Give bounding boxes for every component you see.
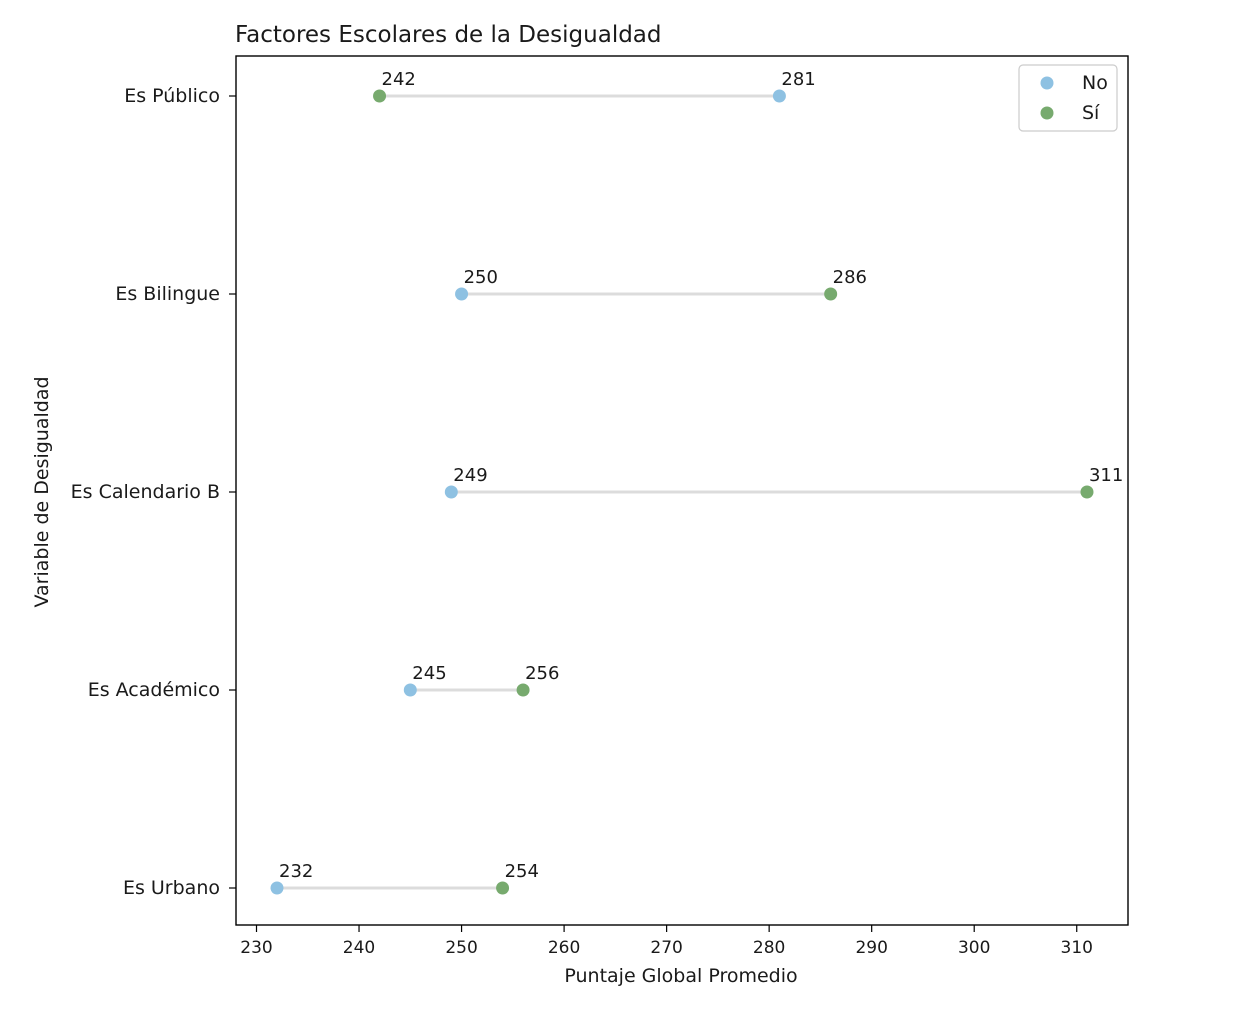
- legend-marker-0: [1040, 76, 1054, 90]
- data-label-no-1: 250: [464, 267, 498, 288]
- point-no-2: [444, 485, 458, 499]
- legend-label-1: Sí: [1082, 102, 1100, 124]
- x-tick-label-230: 230: [240, 938, 272, 958]
- x-tick-label-240: 240: [343, 938, 375, 958]
- x-tick-label-300: 300: [958, 938, 990, 958]
- y-axis-label: Variable de Desigualdad: [31, 376, 53, 607]
- x-tick-label-290: 290: [855, 938, 887, 958]
- data-label-no-2: 249: [453, 465, 487, 486]
- point-no-1: [455, 287, 469, 301]
- point-no-4: [270, 881, 284, 895]
- point-sí-2: [1080, 485, 1094, 499]
- x-axis-label: Puntaje Global Promedio: [564, 965, 797, 987]
- chart-title: Factores Escolares de la Desigualdad: [235, 22, 662, 48]
- x-tick-label-260: 260: [548, 938, 580, 958]
- plot-area: 230 240 250 260 270 280 290 300 310 Es Público Es …: [71, 55, 1129, 958]
- x-tick-label-250: 250: [445, 938, 477, 958]
- point-sí-0: [373, 89, 387, 103]
- data-label-no-3: 245: [412, 663, 446, 684]
- legend-label-0: No: [1082, 72, 1108, 94]
- point-sí-1: [824, 287, 838, 301]
- x-tick-label-270: 270: [650, 938, 682, 958]
- plot-frame: [235, 55, 1129, 926]
- point-no-3: [403, 683, 417, 697]
- data-label-sí-2: 311: [1089, 465, 1123, 486]
- data-label-sí-4: 254: [505, 861, 539, 882]
- y-tick-label-3: Es Académico: [88, 679, 220, 701]
- data-label-no-4: 232: [279, 861, 313, 882]
- y-tick-label-2: Es Calendario B: [71, 481, 220, 503]
- x-tick-label-310: 310: [1061, 938, 1093, 958]
- data-label-sí-1: 286: [833, 267, 867, 288]
- y-tick-label-1: Es Bilingue: [115, 283, 220, 305]
- point-no-0: [772, 89, 786, 103]
- legend-marker-1: [1040, 106, 1054, 120]
- x-tick-label-280: 280: [753, 938, 785, 958]
- y-tick-label-4: Es Urbano: [123, 877, 220, 899]
- point-sí-3: [516, 683, 530, 697]
- point-sí-4: [496, 881, 510, 895]
- data-label-sí-3: 256: [525, 663, 559, 684]
- data-label-no-0: 281: [781, 69, 815, 90]
- data-label-sí-0: 242: [382, 69, 416, 90]
- y-tick-label-0: Es Público: [124, 85, 220, 107]
